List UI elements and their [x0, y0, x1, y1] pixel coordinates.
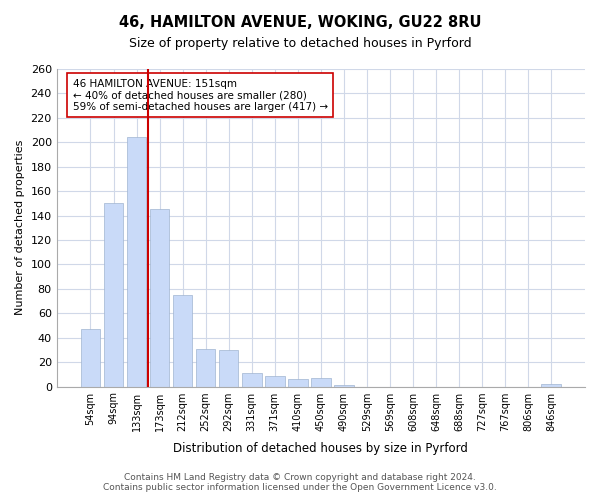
Bar — [288, 379, 308, 386]
Bar — [150, 210, 169, 386]
Text: 46 HAMILTON AVENUE: 151sqm
← 40% of detached houses are smaller (280)
59% of sem: 46 HAMILTON AVENUE: 151sqm ← 40% of deta… — [73, 78, 328, 112]
Bar — [196, 348, 215, 387]
Bar — [104, 204, 123, 386]
Y-axis label: Number of detached properties: Number of detached properties — [15, 140, 25, 316]
Bar — [265, 376, 284, 386]
Text: Size of property relative to detached houses in Pyrford: Size of property relative to detached ho… — [128, 38, 472, 51]
Text: Contains HM Land Registry data © Crown copyright and database right 2024.
Contai: Contains HM Land Registry data © Crown c… — [103, 473, 497, 492]
Bar — [80, 329, 100, 386]
Bar — [127, 138, 146, 386]
Bar — [541, 384, 561, 386]
Bar — [311, 378, 331, 386]
Text: 46, HAMILTON AVENUE, WOKING, GU22 8RU: 46, HAMILTON AVENUE, WOKING, GU22 8RU — [119, 15, 481, 30]
Bar — [219, 350, 238, 387]
Bar — [173, 295, 193, 386]
Bar — [242, 373, 262, 386]
X-axis label: Distribution of detached houses by size in Pyrford: Distribution of detached houses by size … — [173, 442, 468, 455]
